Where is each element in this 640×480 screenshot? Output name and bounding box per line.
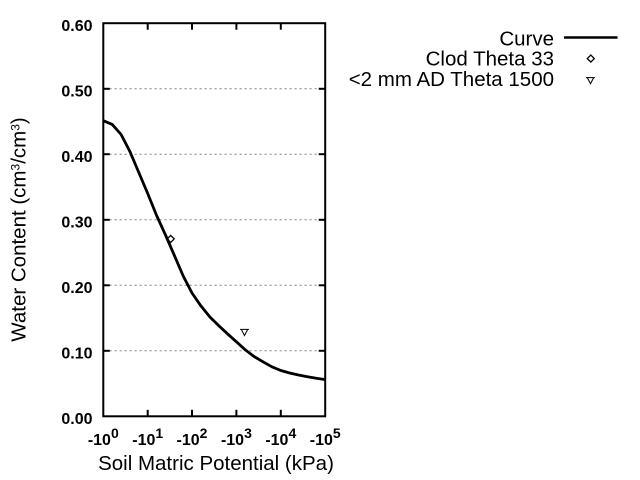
svg-text:Soil Matric Potential (kPa): Soil Matric Potential (kPa): [98, 452, 334, 475]
svg-text:<2 mm AD Theta 1500: <2 mm AD Theta 1500: [349, 68, 554, 91]
svg-text:0.40: 0.40: [61, 149, 92, 166]
svg-text:0.60: 0.60: [61, 18, 92, 35]
svg-text:0.30: 0.30: [61, 215, 92, 232]
svg-text:0.50: 0.50: [61, 84, 92, 101]
svg-text:0.10: 0.10: [61, 346, 92, 363]
svg-text:Clod Theta 33: Clod Theta 33: [426, 48, 554, 71]
svg-text:0.20: 0.20: [61, 280, 92, 297]
svg-text:0.00: 0.00: [61, 411, 92, 428]
svg-text:Curve: Curve: [499, 27, 554, 50]
svg-text:Water Content (cm3/cm3): Water Content (cm3/cm3): [8, 117, 31, 342]
